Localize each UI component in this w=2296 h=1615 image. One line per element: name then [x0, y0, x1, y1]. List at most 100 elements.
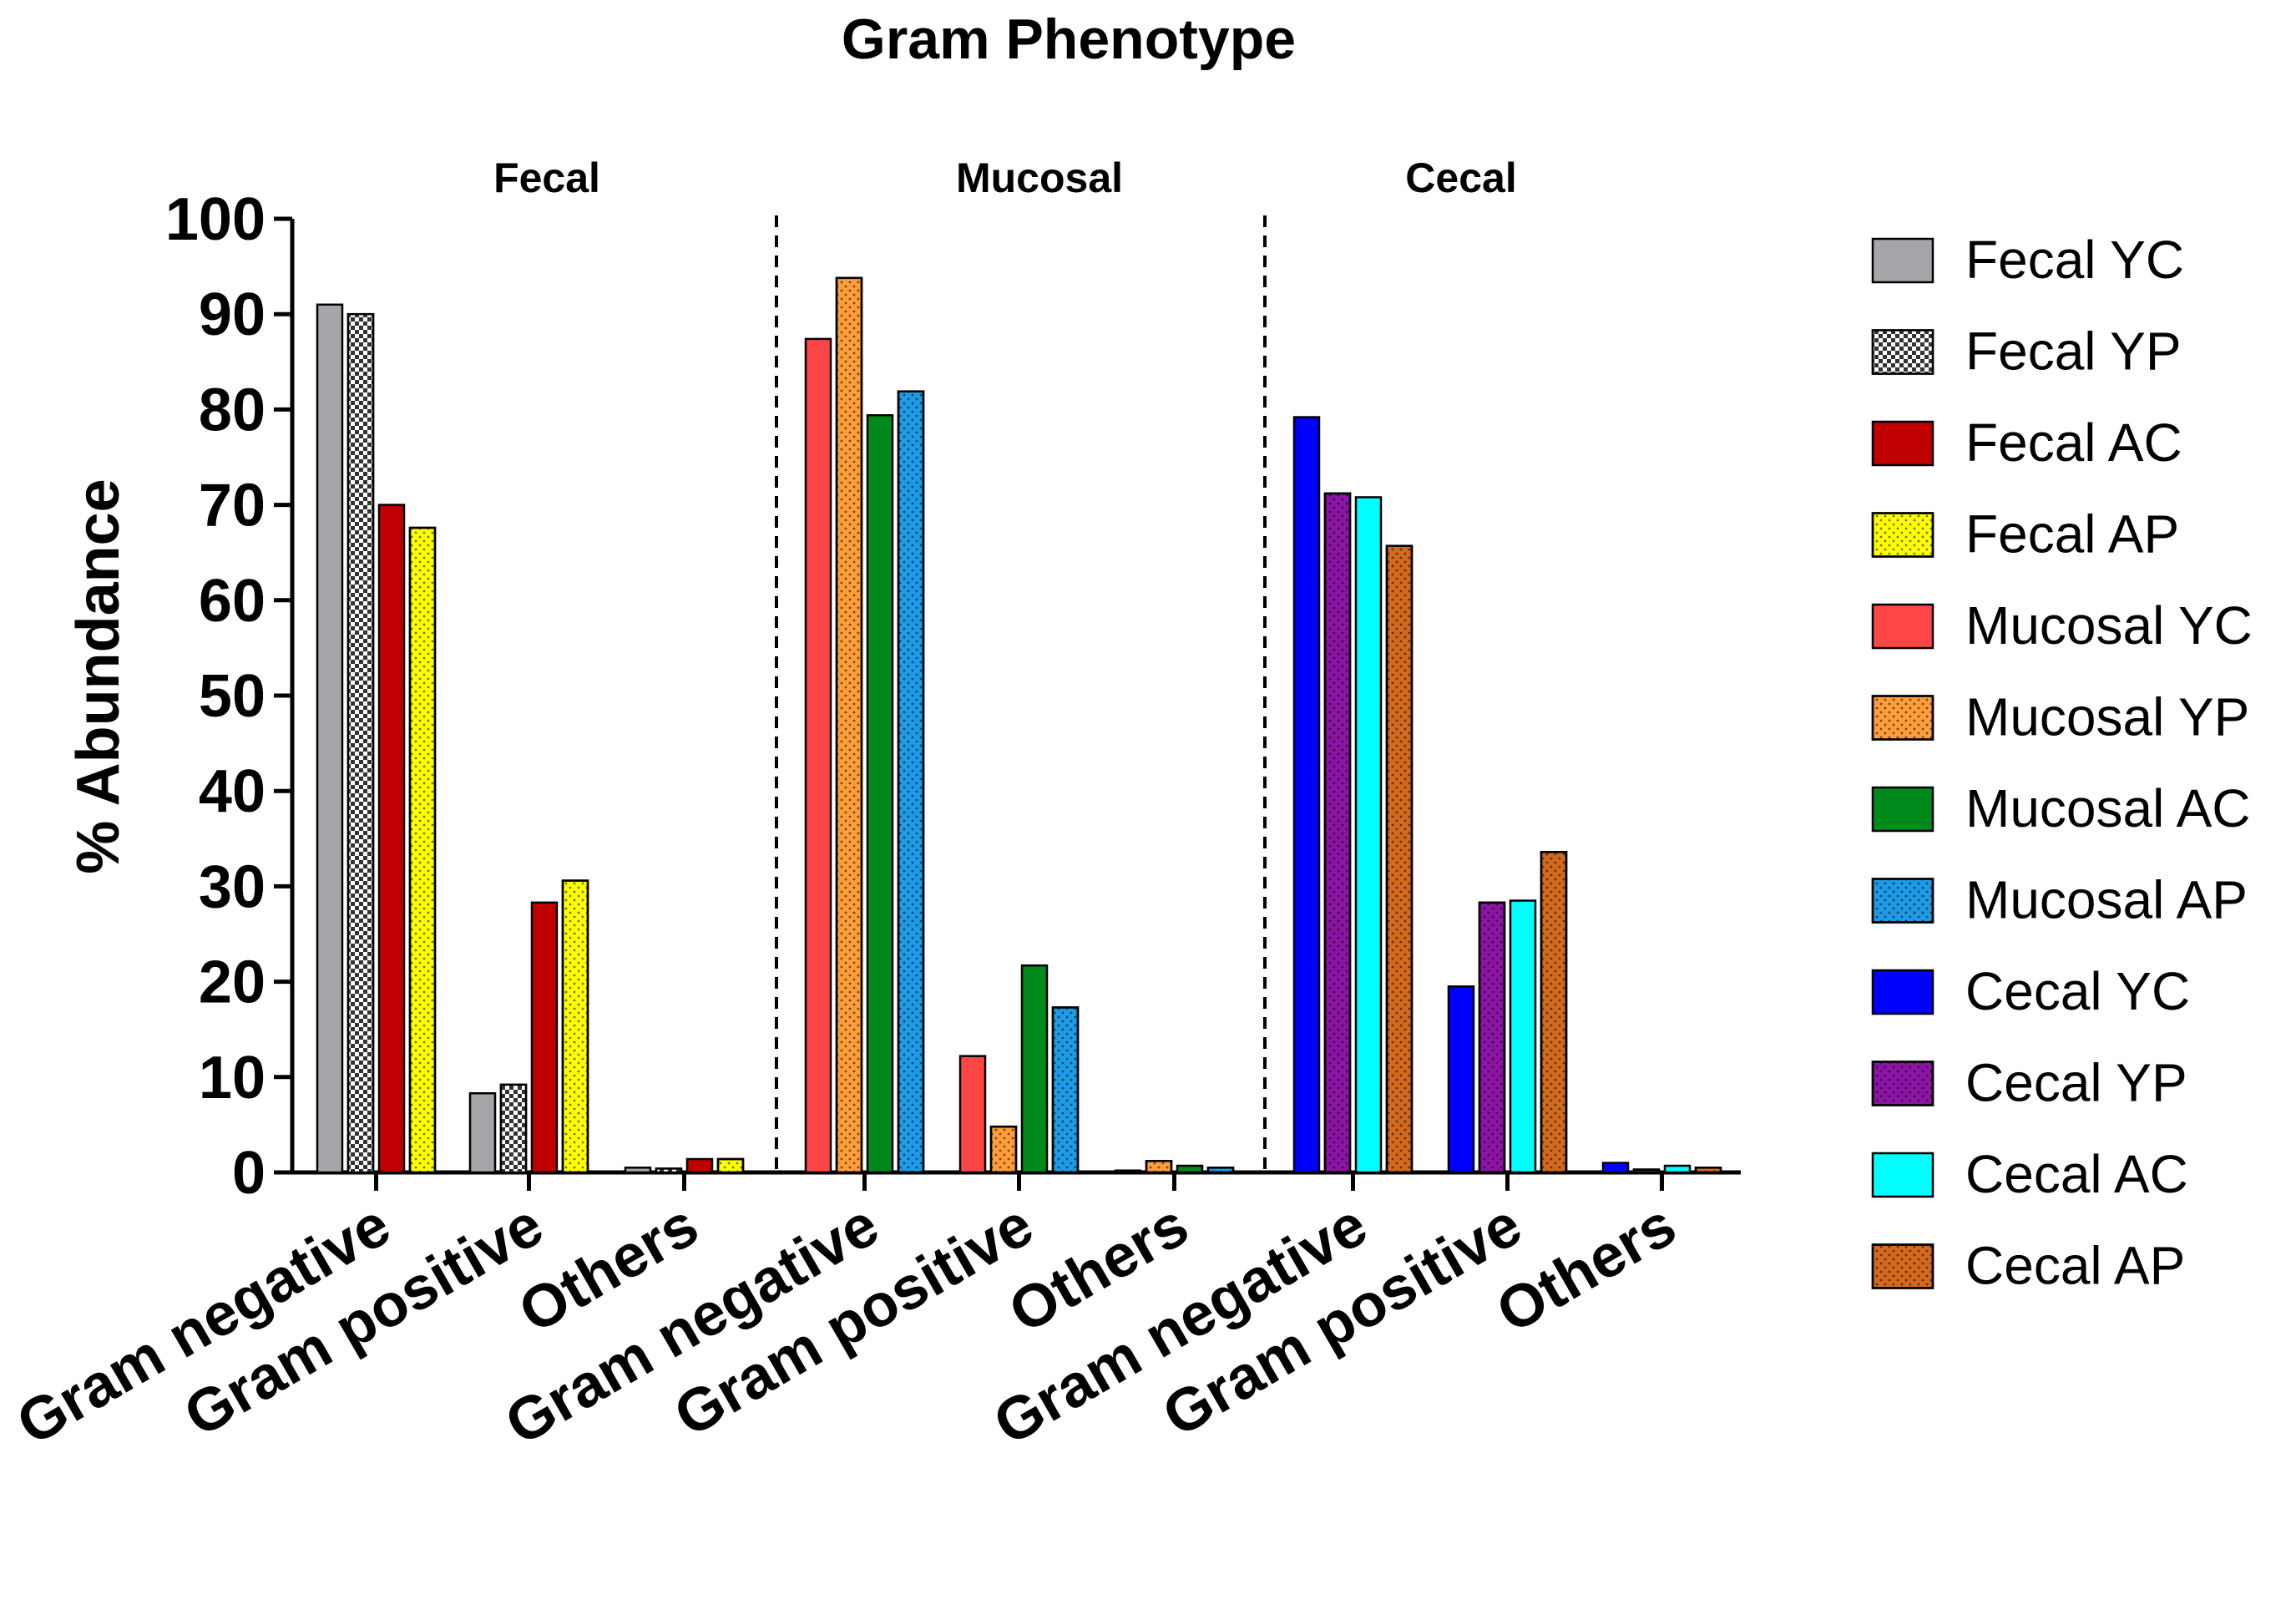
bar-fecal-yc-others-fill	[624, 1167, 652, 1174]
bar-cecal-yp-gram-negative	[1323, 492, 1352, 1174]
bar-fecal-ap-gram-positive	[561, 879, 589, 1174]
panel-label-cecal: Cecal	[1405, 154, 1516, 201]
y-tick-label: 0	[232, 1140, 266, 1207]
legend-label-cecal-ap: Cecal AP	[1965, 1236, 2185, 1296]
y-tick-label: 60	[199, 568, 266, 635]
bar-cecal-ap-gram-negative	[1385, 544, 1414, 1174]
bar-fecal-yp-gram-positive	[499, 1083, 528, 1174]
bar-fecal-yc-gram-negative	[316, 303, 344, 1174]
bar-mucosal-yc-gram-positive-fill	[958, 1055, 987, 1174]
bar-cecal-yc-gram-negative	[1292, 416, 1321, 1174]
legend-swatch-cecal-yc	[1871, 969, 1934, 1015]
bar-cecal-yc-others	[1601, 1162, 1630, 1174]
bar-cecal-ap-gram-positive	[1540, 851, 1568, 1174]
legend-label-fecal-ap: Fecal AP	[1965, 504, 2179, 564]
bar-fecal-ac-others	[685, 1157, 714, 1174]
panel-label-fecal: Fecal	[493, 154, 600, 201]
bar-mucosal-yc-others-fill	[1114, 1169, 1142, 1174]
bar-mucosal-yc-gram-negative-fill	[804, 337, 832, 1174]
bar-fecal-yc-gram-positive-fill	[468, 1091, 497, 1174]
y-tick-label: 40	[199, 758, 266, 825]
bar-cecal-yc-others-fill	[1601, 1162, 1630, 1174]
y-tick-label: 90	[199, 281, 266, 348]
bar-fecal-ac-gram-negative-fill	[377, 504, 406, 1174]
legend-label-fecal-yp: Fecal YP	[1965, 321, 2182, 382]
bar-cecal-ac-gram-positive-fill	[1509, 899, 1537, 1174]
bar-cecal-yp-gram-negative-pattern	[1323, 492, 1352, 1174]
legend-item-fecal-ac: Fecal AC	[1871, 413, 2182, 473]
bar-fecal-yp-gram-positive-pattern	[499, 1083, 528, 1174]
bar-cecal-yc-gram-positive	[1447, 985, 1475, 1174]
legend-label-cecal-ac: Cecal AC	[1965, 1144, 2188, 1204]
bar-cecal-ac-others-fill	[1663, 1164, 1692, 1174]
legend-label-fecal-ac: Fecal AC	[1965, 413, 2182, 473]
legend-item-cecal-ap: Cecal AP	[1871, 1236, 2185, 1296]
bar-cecal-yp-others-pattern	[1632, 1168, 1661, 1174]
bar-cecal-yp-others	[1632, 1168, 1661, 1174]
legend-item-fecal-yc: Fecal YC	[1871, 230, 2184, 290]
bar-cecal-yp-gram-positive	[1478, 901, 1506, 1174]
y-tick-label: 80	[199, 377, 266, 443]
bar-fecal-yp-others	[655, 1167, 683, 1174]
bar-cecal-ac-gram-negative-fill	[1354, 496, 1383, 1174]
y-tick-label: 50	[199, 663, 266, 730]
bar-fecal-yc-gram-negative-fill	[316, 303, 344, 1174]
bar-mucosal-ap-gram-positive-pattern	[1051, 1006, 1080, 1174]
legend-item-mucosal-yc: Mucosal YC	[1871, 595, 2253, 656]
legend-swatch-pattern	[1871, 329, 1934, 375]
bar-mucosal-yp-gram-positive-pattern	[989, 1125, 1018, 1174]
legend-item-cecal-yp: Cecal YP	[1871, 1053, 2187, 1113]
bar-fecal-ac-gram-positive	[530, 901, 559, 1174]
legend-item-cecal-ac: Cecal AC	[1871, 1144, 2188, 1204]
y-tick-label: 30	[199, 853, 266, 920]
y-tick-label: 100	[165, 186, 266, 253]
legend-swatch-mucosal-yc	[1871, 603, 1934, 650]
bar-mucosal-yp-gram-negative-pattern	[835, 276, 863, 1174]
y-tick-label: 10	[199, 1045, 266, 1111]
bar-fecal-ac-others-fill	[685, 1157, 714, 1174]
bar-cecal-ac-gram-negative	[1354, 496, 1383, 1174]
bar-fecal-yc-others	[624, 1167, 652, 1174]
bar-fecal-yp-gram-negative-pattern	[346, 312, 375, 1174]
legend-label-cecal-yp: Cecal YP	[1965, 1053, 2187, 1113]
bar-mucosal-ac-others-fill	[1176, 1164, 1204, 1174]
y-axis-label: % Abundance	[65, 478, 132, 873]
bar-mucosal-yc-gram-positive	[958, 1055, 987, 1174]
bar-cecal-yc-gram-positive-fill	[1447, 985, 1475, 1174]
bar-fecal-ap-gram-negative-pattern	[408, 526, 437, 1174]
bar-mucosal-ac-gram-negative-fill	[866, 414, 894, 1174]
legend-swatch-pattern	[1871, 878, 1934, 924]
y-tick-label: 20	[199, 949, 266, 1016]
legend-swatch-fecal-ac	[1871, 420, 1934, 467]
legend-label-mucosal-ap: Mucosal AP	[1965, 870, 2248, 930]
bar-mucosal-ac-others	[1176, 1164, 1204, 1174]
legend-swatch-pattern	[1871, 695, 1934, 741]
legend-label-mucosal-yp: Mucosal YP	[1965, 687, 2249, 747]
legend-label-mucosal-yc: Mucosal YC	[1965, 595, 2253, 656]
bar-mucosal-yc-gram-negative	[804, 337, 832, 1174]
bar-mucosal-ac-gram-positive-fill	[1020, 964, 1049, 1174]
bar-cecal-ac-others	[1663, 1164, 1692, 1174]
legend-swatch-cecal-ac	[1871, 1152, 1934, 1198]
legend-swatch-fecal-yc	[1871, 237, 1934, 284]
bar-fecal-ac-gram-positive-fill	[530, 901, 559, 1174]
bar-mucosal-yp-gram-negative	[835, 276, 863, 1174]
bar-fecal-yp-gram-negative	[346, 312, 375, 1174]
chart-title: Gram Phenotype	[842, 8, 1296, 71]
bar-cecal-yc-gram-negative-fill	[1292, 416, 1321, 1174]
bar-cecal-ap-gram-positive-pattern	[1540, 851, 1568, 1174]
legend-swatch-mucosal-ac	[1871, 786, 1934, 833]
bar-cecal-ac-gram-positive	[1509, 899, 1537, 1174]
legend: Fecal YC Fecal YP Fecal AC Fecal AP Mucosal …	[1871, 230, 2253, 1296]
bar-mucosal-ap-gram-negative	[897, 390, 925, 1174]
legend-item-mucosal-ac: Mucosal AC	[1871, 778, 2250, 838]
bar-fecal-ap-gram-positive-pattern	[561, 879, 589, 1174]
bar-fecal-yp-others-pattern	[655, 1167, 683, 1174]
bar-fecal-ac-gram-negative	[377, 504, 406, 1174]
bar-fecal-ap-gram-negative	[408, 526, 437, 1174]
legend-item-fecal-yp: Fecal YP	[1871, 321, 2182, 382]
legend-swatch-pattern	[1871, 512, 1934, 558]
bar-mucosal-ap-gram-positive	[1051, 1006, 1080, 1174]
bar-cecal-ap-others-pattern	[1694, 1167, 1722, 1174]
